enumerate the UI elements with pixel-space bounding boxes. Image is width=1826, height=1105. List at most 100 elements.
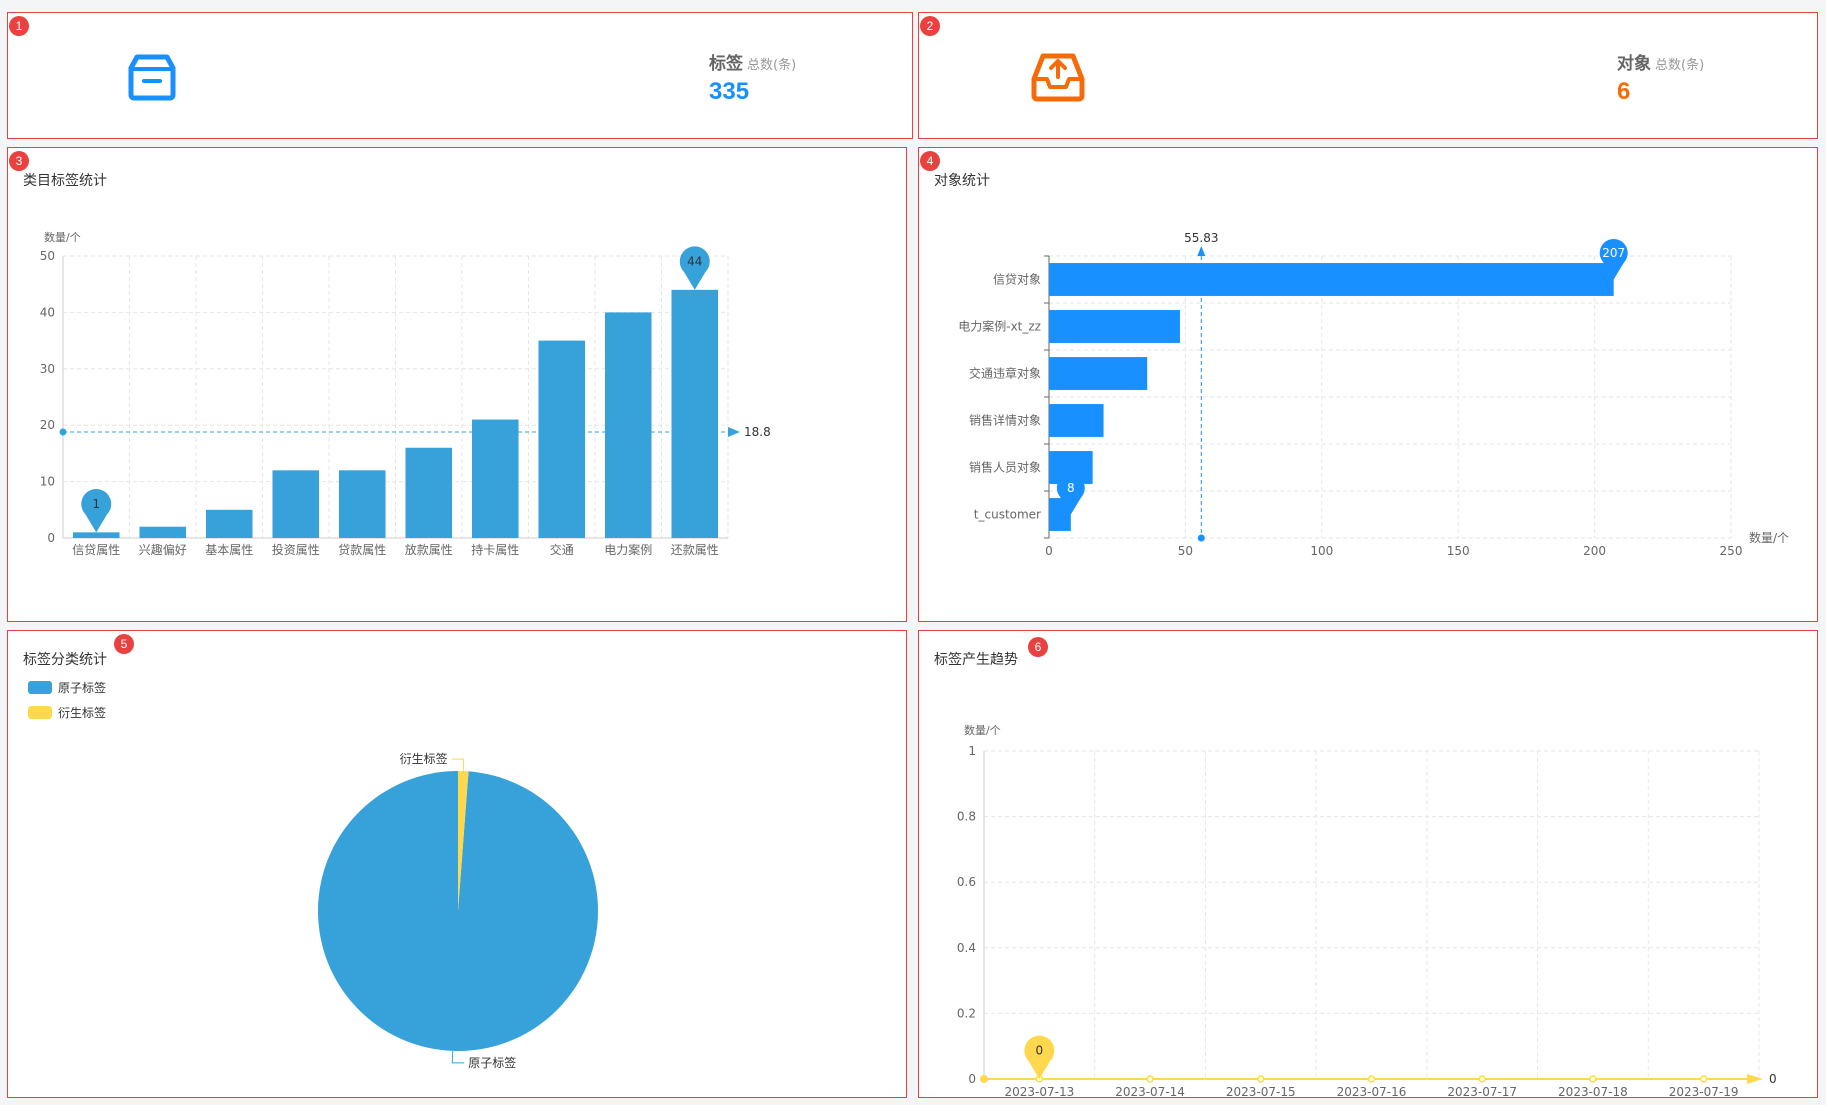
panel-badge: 4	[920, 151, 940, 171]
average-mark-start	[59, 428, 67, 436]
tag-count-card: 1 标签 总数(条) 335	[7, 12, 913, 139]
panel-title: 标签分类统计	[23, 652, 107, 668]
max-value-pin-label: 44	[687, 254, 702, 268]
min-value-pin	[1056, 473, 1085, 515]
series-point	[1367, 1075, 1376, 1083]
category-tag-chart-panel: 3 类目标签统计 数量/个 0 10 20 30 40 50 信贷属性 兴趣偏好 基本属性 投资属性…	[7, 147, 907, 622]
max-value-pin-label: 207	[1602, 246, 1625, 260]
x-tick-label: 还款属性	[671, 543, 719, 557]
y-tick-label: 1	[968, 744, 976, 758]
min-value-pin-label: 1	[92, 497, 100, 511]
x-tick-label: 2023-07-17	[1447, 1085, 1517, 1097]
bar	[1049, 404, 1104, 437]
y-tick-label: 0.2	[957, 1006, 976, 1020]
x-tick-label: 2023-07-14	[1115, 1085, 1185, 1097]
x-axis-label: 数量/个	[1749, 530, 1789, 545]
max-value-pin	[1599, 238, 1628, 280]
bar	[405, 447, 453, 538]
inbox-upload-icon	[1031, 53, 1085, 102]
average-mark-label: 18.8	[744, 425, 771, 439]
panel-badge: 3	[9, 151, 29, 171]
series-point	[1478, 1075, 1486, 1083]
y-tick-label: 销售详情对象	[969, 413, 1041, 428]
pie-slice-label: 衍生标签	[400, 751, 448, 766]
tag-trend-line-chart: 数量/个 0 0.2 0.4 0.6 0.8 1 2023-07-13 2023-07-14 20…	[957, 724, 1777, 1097]
x-tick-label: 放款属性	[405, 542, 453, 557]
archive-box-icon	[128, 54, 176, 101]
pie-slice	[318, 771, 599, 1051]
bar	[538, 340, 586, 538]
x-tick-label: 基本属性	[205, 543, 253, 557]
card-title: 标签 总数(条)	[709, 54, 797, 74]
y-tick-label: 20	[40, 418, 55, 432]
average-mark-start	[980, 1075, 988, 1083]
x-tick-label: 2023-07-19	[1669, 1085, 1739, 1097]
y-axis-label: 数量/个	[44, 231, 81, 244]
series-point	[1699, 1075, 1708, 1083]
average-mark-start	[1197, 534, 1205, 542]
card-value: 335	[709, 78, 750, 105]
object-count-card: 2 对象 总数(条) 6	[918, 12, 1818, 139]
y-tick-label: 交通违章对象	[969, 366, 1041, 381]
x-tick-label: 50	[1178, 544, 1193, 558]
average-mark-arrow	[1197, 246, 1206, 256]
bar	[72, 532, 120, 538]
x-tick-label: 电力案例	[604, 542, 652, 557]
y-tick-label: 0.8	[957, 810, 976, 824]
tag-classification-chart-panel: 5 标签分类统计 原子标签 衍生标签 原子标签 衍生标签	[7, 630, 907, 1098]
card-badge: 2	[920, 16, 940, 36]
x-tick-label: 持卡属性	[471, 542, 519, 557]
x-tick-label: 投资属性	[272, 542, 320, 557]
panel-title: 标签产生趋势	[934, 652, 1018, 668]
pie-label-line	[451, 1050, 465, 1064]
y-tick-label: 50	[40, 249, 55, 263]
panel-badge: 6	[1028, 637, 1048, 657]
y-tick-label: 电力案例-xt_zz	[958, 319, 1041, 334]
max-value-pin	[679, 246, 710, 290]
series-point	[1146, 1075, 1154, 1083]
bar	[1049, 357, 1148, 390]
y-tick-label: 10	[40, 475, 55, 489]
legend-label: 衍生标签	[58, 705, 106, 720]
y-tick-label: 0.4	[957, 941, 976, 955]
tag-trend-chart-panel: 6 标签产生趋势 数量/个 0 0.2 0.4 0.6 0.8 1 2023-07-13 202…	[918, 630, 1818, 1098]
panel-title: 对象统计	[934, 173, 990, 189]
average-mark-label: 55.83	[1184, 231, 1218, 245]
panel-badge: 5	[114, 634, 134, 654]
bar	[272, 470, 320, 538]
average-mark-label: 0	[1769, 1072, 1777, 1086]
legend-swatch	[28, 706, 52, 719]
y-tick-label: 信贷对象	[993, 273, 1041, 287]
pie-slice	[458, 771, 469, 911]
panel-title: 类目标签统计	[23, 173, 107, 189]
bar	[338, 470, 386, 538]
x-tick-label: 兴趣偏好	[139, 542, 187, 557]
card-title: 对象 总数(条)	[1617, 54, 1705, 74]
y-tick-label: 0.6	[957, 875, 976, 889]
max-value-pin-label: 0	[1036, 1044, 1044, 1058]
card-value: 6	[1617, 78, 1631, 105]
y-tick-label: 40	[40, 305, 55, 319]
series-point	[1257, 1075, 1265, 1083]
bar	[1049, 263, 1614, 296]
average-mark-arrow	[728, 426, 740, 437]
bar	[205, 509, 253, 538]
card-badge: 1	[9, 16, 29, 36]
category-tag-bar-chart: 数量/个 0 10 20 30 40 50 信贷属性 兴趣偏好 基本属性 投资属性 贷款属性 放款属性 持…	[40, 231, 771, 557]
x-tick-label: 200	[1583, 544, 1606, 558]
pie-slice-label: 原子标签	[468, 1055, 516, 1070]
object-stats-chart-panel: 4 对象统计 0 50 100 150 200 250 数量/个 信贷对象 电力案例-xt_zz…	[918, 147, 1818, 622]
x-tick-label: 贷款属性	[338, 543, 386, 557]
x-tick-label: 2023-07-13	[1004, 1085, 1074, 1097]
bar	[139, 526, 187, 538]
y-tick-label: 0	[47, 531, 55, 545]
series-point	[1589, 1075, 1597, 1083]
x-tick-label: 2023-07-16	[1337, 1085, 1407, 1097]
x-tick-label: 2023-07-18	[1558, 1085, 1628, 1097]
pie-label-line	[451, 758, 465, 772]
y-axis-label: 数量/个	[964, 724, 1001, 737]
legend-label: 原子标签	[58, 680, 106, 695]
x-tick-label: 100	[1310, 544, 1333, 558]
x-tick-label: 交通	[550, 542, 574, 557]
